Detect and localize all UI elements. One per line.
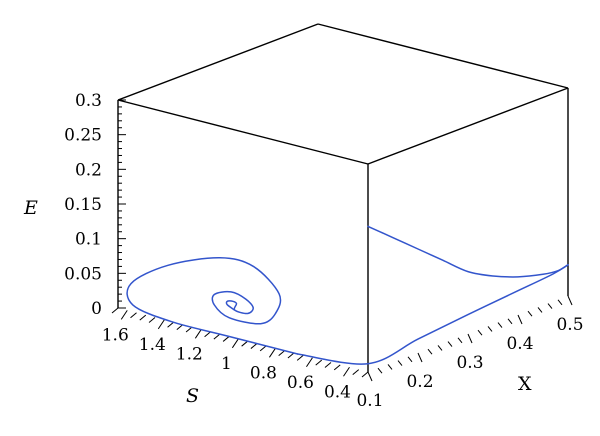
s-tick bbox=[361, 371, 369, 378]
s-tick-label: 1.2 bbox=[176, 344, 203, 364]
x-tick bbox=[447, 341, 453, 347]
x-tick bbox=[437, 345, 443, 351]
s-tick bbox=[315, 359, 323, 366]
x-tick bbox=[497, 322, 503, 328]
s-tick-label: 1.6 bbox=[102, 325, 129, 345]
s-tick bbox=[241, 340, 248, 347]
s-tick bbox=[148, 317, 156, 323]
x-tick bbox=[367, 371, 373, 382]
x-tick bbox=[457, 337, 463, 344]
s-tick bbox=[259, 345, 267, 352]
x-tick bbox=[547, 303, 553, 309]
s-tick bbox=[268, 348, 276, 358]
series-face bbox=[367, 225, 569, 278]
e-tick-label: 0.3 bbox=[75, 91, 102, 111]
x-tick-label: 0.5 bbox=[556, 315, 583, 335]
e-axis-ticks: 0 0.05 0.1 0.15 0.2 0.25 0.3 bbox=[64, 91, 126, 319]
s-tick bbox=[139, 314, 147, 321]
s-tick bbox=[352, 369, 360, 376]
x-tick bbox=[407, 356, 413, 363]
s-tick bbox=[111, 307, 119, 314]
x-tick bbox=[417, 352, 423, 363]
s-tick bbox=[324, 362, 332, 368]
box-edge bbox=[117, 23, 319, 101]
x-tick-label: 0.4 bbox=[506, 334, 533, 354]
x-tick bbox=[387, 364, 393, 370]
s-tick-label: 0.4 bbox=[324, 382, 351, 402]
s-axis-label: S bbox=[186, 385, 199, 407]
e-tick-label: 0.05 bbox=[64, 264, 102, 284]
box-edge bbox=[317, 23, 569, 89]
series-rising bbox=[296, 264, 569, 365]
s-tick bbox=[287, 352, 295, 359]
s-tick bbox=[278, 350, 285, 357]
x-tick bbox=[537, 307, 543, 313]
x-tick bbox=[377, 367, 383, 374]
s-tick bbox=[222, 336, 230, 342]
x-tick bbox=[427, 348, 433, 355]
s-tick bbox=[231, 338, 239, 349]
e-tick-label: 0.25 bbox=[64, 126, 102, 146]
x-axis-ticks: 0.1 0.2 0.3 0.4 0.5 bbox=[356, 295, 584, 411]
s-tick bbox=[306, 357, 313, 368]
s-tick bbox=[204, 331, 211, 338]
x-tick bbox=[487, 326, 493, 332]
x-tick bbox=[467, 333, 473, 344]
e-tick-label: 0.2 bbox=[75, 160, 102, 180]
x-tick bbox=[557, 299, 563, 306]
box-edge bbox=[367, 87, 569, 165]
box-edge bbox=[117, 99, 369, 165]
x-tick bbox=[397, 360, 403, 366]
s-tick-label: 0.8 bbox=[250, 363, 277, 383]
x-tick-label: 0.2 bbox=[406, 372, 433, 392]
s-tick bbox=[130, 312, 137, 319]
x-tick-label: 0.1 bbox=[356, 391, 383, 411]
s-tick-label: 0.6 bbox=[287, 373, 314, 393]
e-tick-label: 0.1 bbox=[75, 230, 102, 250]
e-tick-label: 0.15 bbox=[64, 195, 102, 215]
s-tick bbox=[296, 355, 304, 361]
x-tick bbox=[527, 310, 533, 317]
s-tick-label: 1 bbox=[221, 354, 232, 374]
s-tick bbox=[120, 310, 128, 320]
s-tick bbox=[167, 321, 174, 328]
s-tick bbox=[343, 366, 350, 377]
s-tick bbox=[333, 364, 341, 371]
series-spiral bbox=[126, 257, 299, 355]
x-tick bbox=[507, 318, 513, 325]
x-tick bbox=[567, 295, 573, 306]
x-tick-label: 0.3 bbox=[456, 353, 483, 373]
x-tick bbox=[477, 329, 483, 336]
box-frame bbox=[117, 23, 569, 372]
s-tick bbox=[157, 319, 165, 330]
s-tick bbox=[250, 343, 258, 349]
s-tick bbox=[194, 329, 202, 339]
e-tick-label: 0 bbox=[91, 299, 102, 319]
s-tick-label: 1.4 bbox=[139, 335, 166, 355]
x-axis-label: X bbox=[518, 373, 532, 395]
e-axis-label: E bbox=[23, 197, 38, 219]
s-tick bbox=[213, 333, 221, 340]
x-tick bbox=[517, 314, 523, 325]
s-axis-ticks: 1.6 1.4 1.2 1 0.8 0.6 0.4 bbox=[102, 307, 369, 402]
trajectory-curves bbox=[126, 225, 569, 365]
